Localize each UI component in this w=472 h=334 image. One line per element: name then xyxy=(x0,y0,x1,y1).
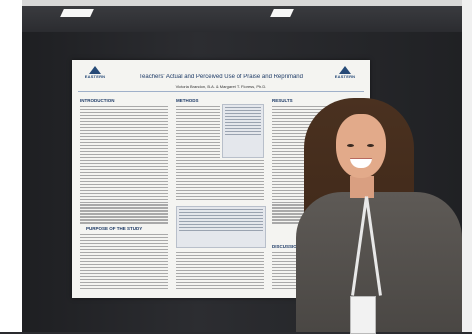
logo-text: EASTERN xyxy=(84,74,106,79)
ceiling xyxy=(22,6,462,32)
ceiling-light xyxy=(270,9,294,17)
ceiling-light xyxy=(60,9,94,17)
methods-table-2 xyxy=(176,206,266,248)
photo-frame-right xyxy=(462,0,472,332)
person-neck xyxy=(350,176,374,198)
section-methods: METHODS xyxy=(176,98,199,103)
methods-table xyxy=(222,104,264,158)
person-shirt xyxy=(296,192,462,332)
house-icon xyxy=(339,66,351,74)
poster-logo-left: EASTERN xyxy=(84,66,106,79)
photo-frame-top xyxy=(0,0,472,6)
methods-text-wide xyxy=(176,160,264,202)
photo-frame-left xyxy=(0,0,22,332)
logo-text: EASTERN xyxy=(334,74,356,79)
section-results: RESULTS xyxy=(272,98,293,103)
house-icon xyxy=(89,66,101,74)
poster-title: Teachers' Actual and Perceived Use of Pr… xyxy=(139,74,303,80)
methods-text xyxy=(176,106,220,166)
methods-text-bottom xyxy=(176,252,264,291)
poster-logo-right: EASTERN xyxy=(334,66,356,79)
purpose-text xyxy=(80,234,168,291)
section-discussion: DISCUSSION xyxy=(272,244,301,249)
discussion-text xyxy=(272,252,312,291)
person-face xyxy=(336,114,386,178)
section-purpose: PURPOSE OF THE STUDY xyxy=(86,226,143,231)
eye xyxy=(347,144,354,147)
smile xyxy=(350,158,372,168)
section-introduction: INTRODUCTION xyxy=(80,98,115,103)
name-badge xyxy=(350,296,376,334)
introduction-text xyxy=(80,106,168,225)
eye xyxy=(367,144,374,147)
poster-authors: Victoria Brandon, B.A. & Margaret T. Flo… xyxy=(175,84,267,89)
header-divider xyxy=(78,91,364,92)
